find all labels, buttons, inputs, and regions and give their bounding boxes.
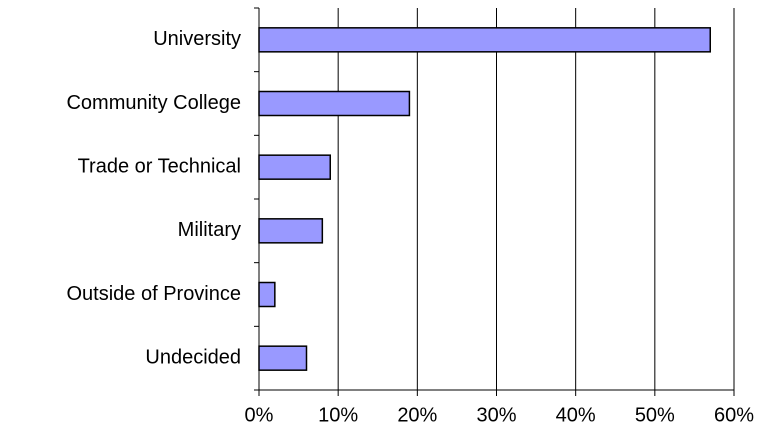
x-tick-label: 30% [476,404,516,426]
x-tick-label: 40% [556,404,596,426]
y-tick-label: Military [178,219,241,241]
bar [258,90,411,117]
x-tick-label: 60% [714,404,754,426]
bar [258,27,711,53]
bar [258,218,324,244]
x-tick-label: 50% [635,404,675,426]
y-tick-label: Outside of Province [66,283,241,305]
bar [258,345,308,371]
y-tick-label: Community College [66,92,241,114]
x-tick-label: 20% [397,404,437,426]
y-tick-label: Trade or Technical [78,155,241,177]
x-tick-label: 10% [318,404,358,426]
bar [258,281,276,308]
bar [258,154,331,180]
y-tick-label: University [153,28,241,50]
x-tick-label: 0% [245,404,274,426]
y-tick-label: Undecided [145,346,241,368]
